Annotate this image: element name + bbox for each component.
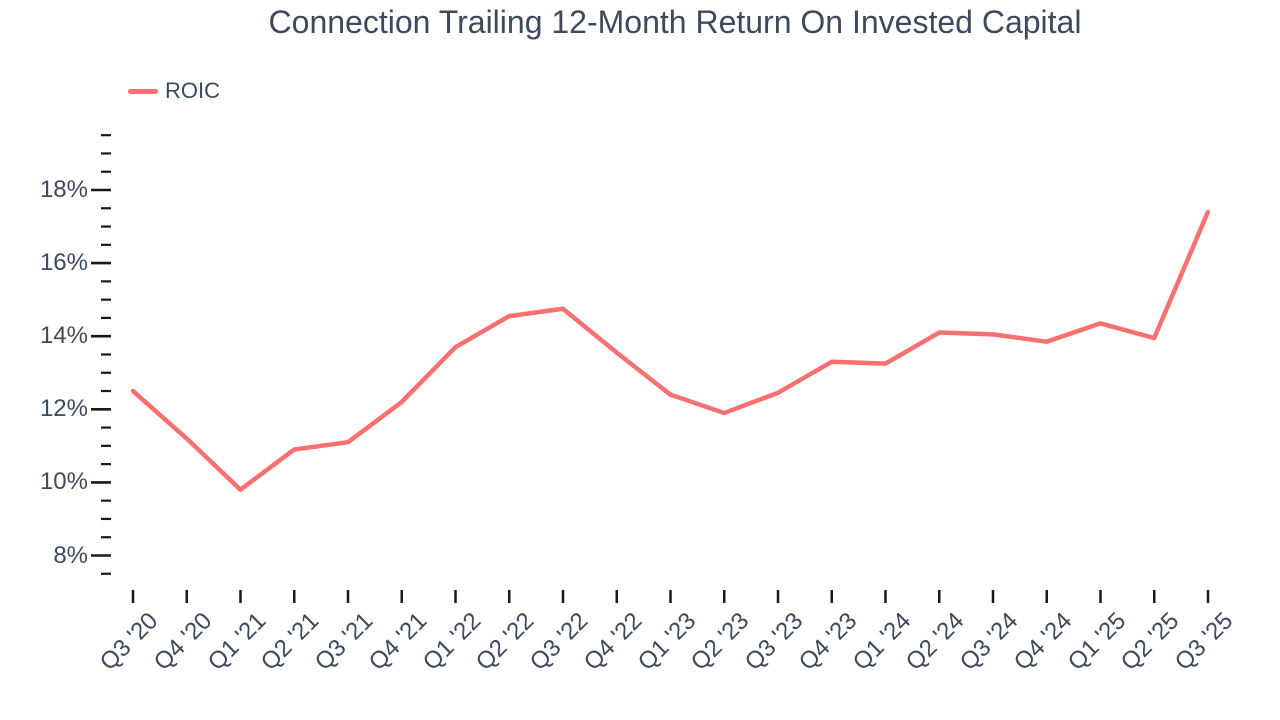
y-axis-label: 16% — [39, 249, 88, 277]
y-axis-label: 14% — [39, 322, 88, 350]
legend: ROIC — [128, 78, 220, 104]
y-axis-label: 12% — [39, 395, 88, 423]
chart-title: Connection Trailing 12-Month Return On I… — [268, 4, 1082, 40]
series-color-swatch — [128, 88, 158, 94]
legend-label: ROIC — [165, 78, 220, 103]
y-axis-label: 8% — [53, 541, 88, 569]
roic-line-series — [130, 209, 1211, 492]
y-axis-label: 10% — [39, 468, 88, 496]
y-axis-label: 18% — [39, 176, 88, 203]
legend-item-roic[interactable]: ROIC — [128, 78, 220, 104]
